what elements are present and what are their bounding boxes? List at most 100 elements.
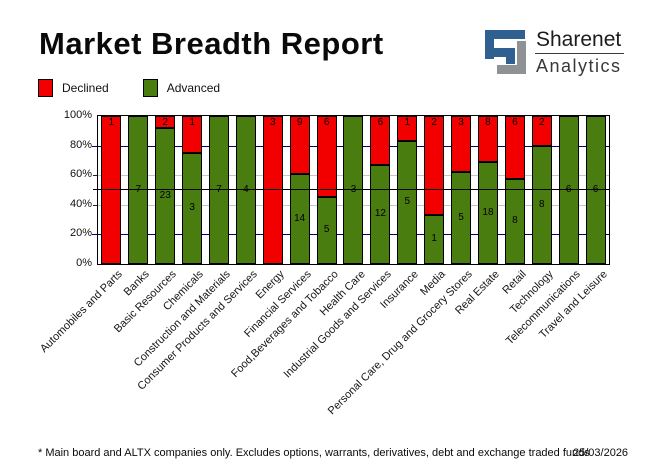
bar-segment-advanced: 18 — [477, 161, 498, 264]
y-axis-label: 0% — [76, 257, 92, 269]
bar-label-declined: 1 — [189, 117, 195, 128]
bar-slot: 7 — [125, 116, 152, 264]
bar-label-declined: 6 — [377, 117, 384, 128]
bar-segment-declined: 2 — [155, 116, 176, 128]
bars-layer: 1722313743914653612152135818682866 — [98, 116, 609, 264]
bar-label-advanced: 18 — [482, 206, 494, 218]
bar-label-advanced: 4 — [243, 184, 249, 197]
bar-Personal Care, Drug and Grocery Stores: 35 — [451, 116, 472, 264]
bar-segment-declined: 1 — [397, 116, 418, 141]
bar-Industrial Goods and Services: 6 12 — [370, 116, 391, 264]
logo-brand-sub: Analytics — [536, 56, 622, 76]
bar-segment-advanced: 6 — [585, 116, 606, 264]
legend-item-advanced: Advanced — [142, 79, 221, 97]
bar-label-declined: 8 — [485, 117, 491, 128]
y-axis-tick — [93, 175, 97, 176]
advanced-swatch-icon — [142, 79, 158, 97]
bar-label-declined: 1 — [404, 117, 411, 128]
bar-slot: 6 — [555, 116, 582, 264]
bar-slot: 2 23 — [152, 116, 179, 264]
bar-Financial Services: 9 14 — [289, 116, 310, 264]
bar-segment-declined: 2 — [531, 116, 552, 146]
bar-segment-declined: 6 — [316, 116, 337, 197]
y-axis-label: 40% — [69, 198, 92, 210]
y-axis-label: 20% — [69, 227, 92, 239]
bar-segment-advanced: 5 — [451, 171, 472, 264]
bar-label-declined: 6 — [323, 117, 330, 128]
bar-label-advanced: 12 — [374, 208, 386, 220]
bar-label-declined: 2 — [431, 117, 437, 128]
bar-slot: 6 — [582, 116, 609, 264]
bar-label-advanced: 5 — [458, 211, 464, 223]
y-axis-label: 80% — [69, 139, 92, 151]
bar-slot: 3 — [340, 116, 367, 264]
bar-label-advanced: 23 — [159, 189, 171, 201]
bar-label-advanced: 14 — [294, 212, 306, 224]
bar-segment-declined: 3 — [451, 116, 472, 172]
y-axis-label: 60% — [69, 168, 92, 180]
legend-label-declined: Declined — [62, 81, 109, 95]
bar-label-advanced: 1 — [431, 233, 437, 245]
bar-label-advanced: 5 — [404, 196, 411, 208]
bar-segment-advanced: 3 — [343, 116, 364, 264]
bar-slot: 9 14 — [286, 116, 313, 264]
bar-slot: 8 18 — [475, 116, 502, 264]
legend-label-advanced: Advanced — [166, 81, 221, 95]
chart-plot: 1722313743914653612152135818682866 — [97, 115, 610, 265]
bar-segment-advanced: 8 — [531, 145, 552, 264]
bar-Real Estate: 8 18 — [477, 116, 498, 264]
y-axis-tick — [93, 205, 97, 206]
bar-label-declined: 1 — [108, 117, 115, 128]
bar-Basic Resources: 2 23 — [155, 116, 176, 264]
bar-label-declined: 9 — [296, 117, 303, 128]
bar-slot: 4 — [232, 116, 259, 264]
bar-slot: 7 — [206, 116, 233, 264]
bar-label-advanced: 5 — [323, 224, 330, 236]
bar-segment-declined: 2 — [424, 116, 445, 215]
bar-label-advanced: 6 — [566, 184, 572, 197]
sharenet-logo-icon — [485, 30, 526, 74]
bar-segment-advanced: 1 — [424, 214, 445, 264]
declined-swatch-icon — [38, 79, 53, 97]
report-date: 25/03/2026 — [573, 447, 629, 459]
bar-segment-declined: 1 — [182, 116, 203, 153]
bar-label-advanced: 8 — [538, 198, 545, 210]
y-axis-tick — [92, 146, 97, 147]
bar-label-declined: 6 — [512, 117, 518, 128]
bar-segment-declined: 6 — [504, 116, 525, 180]
bar-slot: 3 — [259, 116, 286, 264]
bar-Consumer Products and Services: 4 — [235, 116, 256, 264]
bar-segment-advanced: 12 — [370, 165, 391, 264]
bar-segment-declined: 3 — [262, 116, 283, 264]
page-title: Market Breadth Report — [39, 26, 384, 61]
reference-line-50pct — [93, 189, 610, 190]
bar-Health Care: 3 — [343, 116, 364, 264]
bar-label-advanced: 8 — [512, 215, 518, 227]
bar-Telecommunications: 6 — [558, 116, 579, 264]
bar-segment-advanced: 5 — [316, 196, 337, 264]
bar-label-declined: 2 — [162, 117, 168, 128]
footnote: * Main board and ALTX companies only. Ex… — [38, 447, 590, 459]
bar-slot: 1 — [98, 116, 125, 264]
bar-slot: 6 12 — [367, 116, 394, 264]
legend-item-declined: Declined — [38, 79, 109, 97]
bar-segment-advanced: 6 — [558, 116, 579, 264]
bar-label-advanced: 3 — [189, 202, 195, 214]
bar-segment-advanced: 7 — [128, 116, 149, 264]
bar-label-advanced: 6 — [593, 184, 599, 197]
bar-label-declined: 2 — [538, 117, 545, 128]
bar-label-advanced: 7 — [136, 184, 142, 197]
bar-label-advanced: 3 — [351, 184, 357, 197]
bar-Construction and Materials: 7 — [209, 116, 230, 264]
logo-brand-name: Sharenet — [535, 28, 625, 54]
bar-Banks: 7 — [128, 116, 149, 264]
bar-label-declined: 3 — [270, 117, 276, 128]
